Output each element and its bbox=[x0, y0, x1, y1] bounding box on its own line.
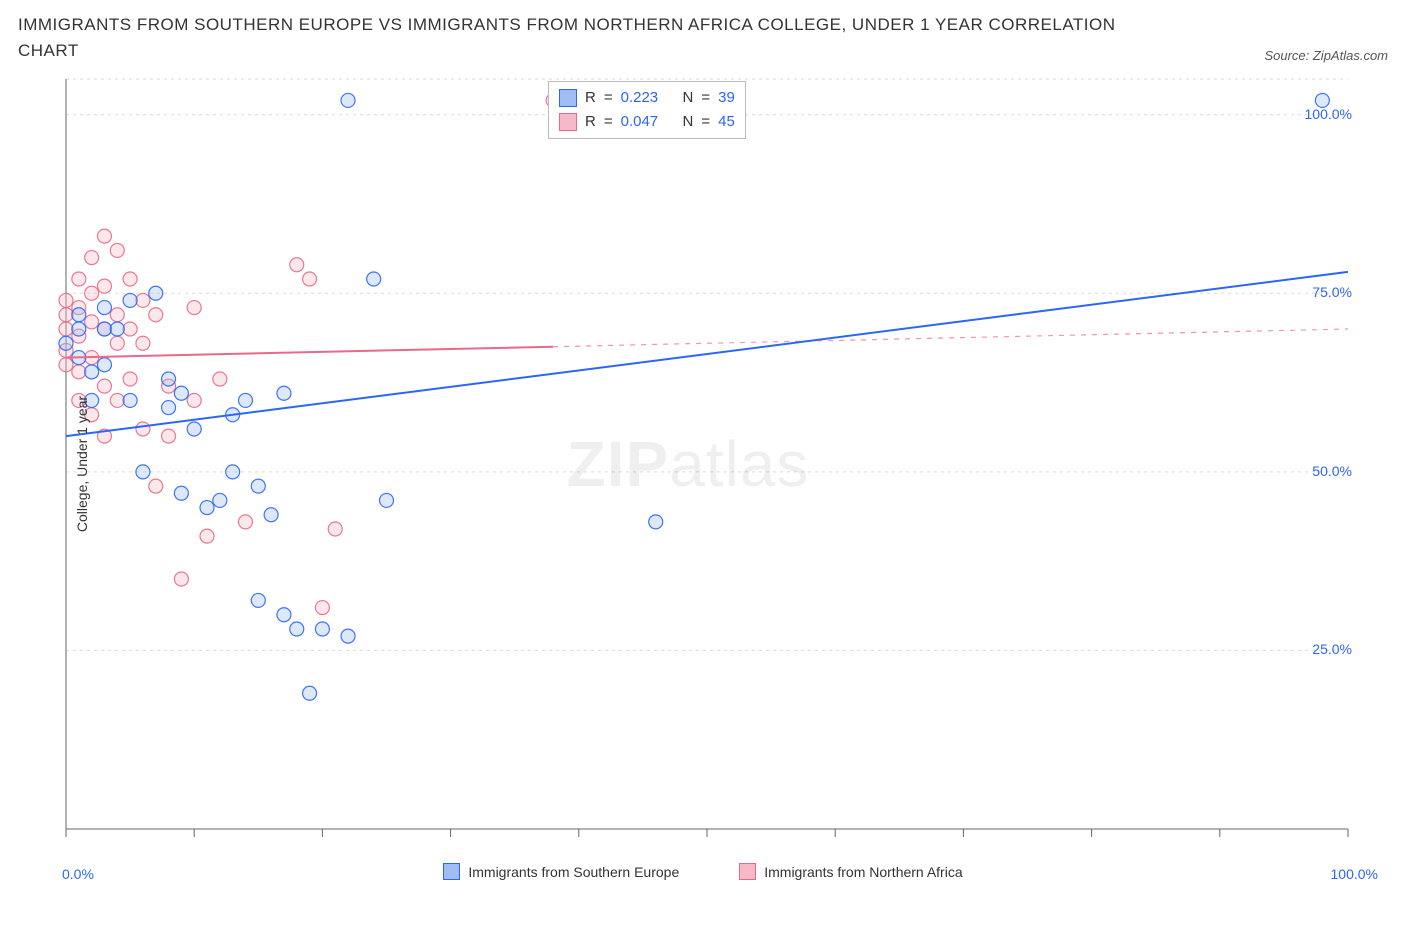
swatch-series-a bbox=[559, 89, 577, 107]
swatch-series-b bbox=[559, 113, 577, 131]
legend: Immigrants from Southern Europe Immigran… bbox=[18, 863, 1388, 880]
scatter-plot bbox=[18, 69, 1358, 859]
y-tick-label: 100.0% bbox=[1305, 106, 1352, 122]
y-tick-label: 25.0% bbox=[1312, 641, 1352, 657]
correlation-stats-box: R = 0.223 N = 39 R = 0.047 N = 45 bbox=[548, 81, 746, 139]
stat-n-label: N bbox=[683, 110, 694, 134]
stat-n-label: N bbox=[683, 86, 694, 110]
stats-row-series-a: R = 0.223 N = 39 bbox=[559, 86, 735, 110]
y-tick-label: 75.0% bbox=[1312, 284, 1352, 300]
y-tick-label: 50.0% bbox=[1312, 463, 1352, 479]
stat-r-value-a: 0.223 bbox=[621, 86, 659, 110]
chart-title: IMMIGRANTS FROM SOUTHERN EUROPE VS IMMIG… bbox=[18, 12, 1118, 63]
stat-n-value-a: 39 bbox=[718, 86, 735, 110]
stat-r-label: R bbox=[585, 86, 596, 110]
legend-label-b: Immigrants from Northern Africa bbox=[764, 864, 962, 880]
stat-eq: = bbox=[701, 86, 710, 110]
stat-r-label: R bbox=[585, 110, 596, 134]
legend-label-a: Immigrants from Southern Europe bbox=[468, 864, 679, 880]
stat-eq: = bbox=[604, 110, 613, 134]
stat-r-value-b: 0.047 bbox=[621, 110, 659, 134]
stat-eq: = bbox=[701, 110, 710, 134]
legend-item-series-a: Immigrants from Southern Europe bbox=[443, 863, 679, 880]
legend-item-series-b: Immigrants from Northern Africa bbox=[739, 863, 962, 880]
stat-eq: = bbox=[604, 86, 613, 110]
chart-container: College, Under 1 year ZIPatlas R = 0.223… bbox=[18, 69, 1358, 859]
stats-row-series-b: R = 0.047 N = 45 bbox=[559, 110, 735, 134]
legend-swatch-a bbox=[443, 863, 460, 880]
y-axis-label: College, Under 1 year bbox=[74, 396, 90, 532]
legend-swatch-b bbox=[739, 863, 756, 880]
stat-n-value-b: 45 bbox=[718, 110, 735, 134]
source-attribution: Source: ZipAtlas.com bbox=[1264, 48, 1388, 63]
